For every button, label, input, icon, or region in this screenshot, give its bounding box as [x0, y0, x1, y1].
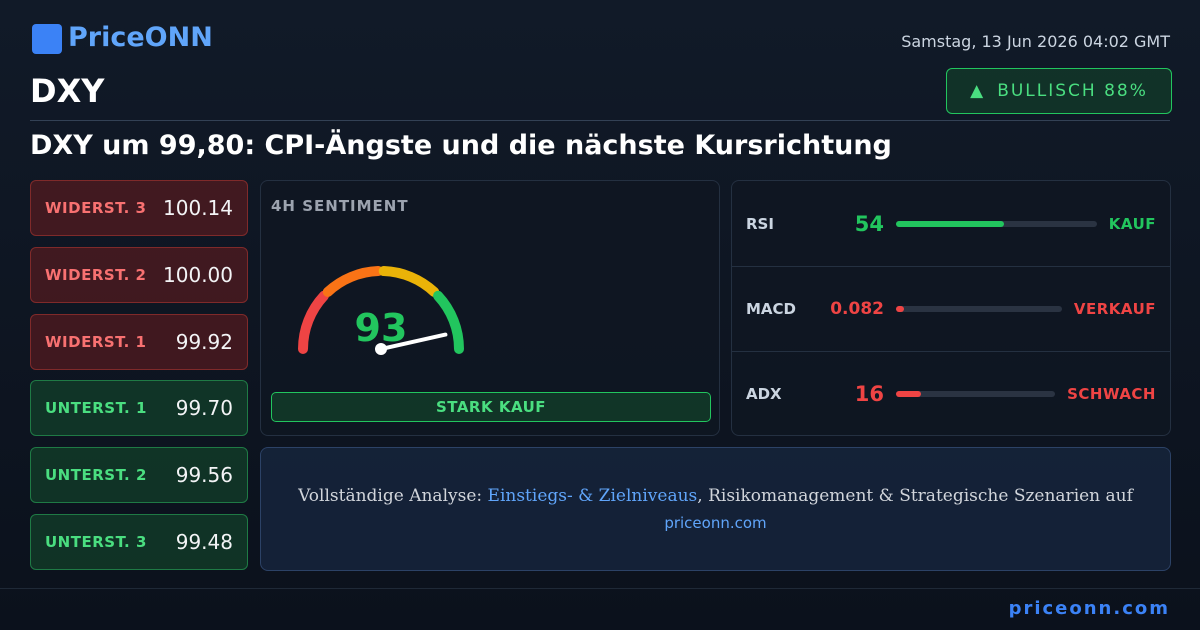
gauge-arc [322, 266, 384, 297]
arrow-icon: ▲ [970, 81, 986, 101]
footer-site[interactable]: priceonn.com [1008, 598, 1170, 619]
cta-suffix: , Risikomanagement & Strategische Szenar… [697, 486, 1133, 506]
cta-prefix: Vollständige Analyse: [298, 486, 488, 506]
logo: PriceONN [68, 22, 213, 53]
indicator-row: RSI 54 KAUF [732, 181, 1170, 266]
cta: Vollständige Analyse: Einstiegs- & Zieln… [260, 447, 1171, 571]
level-value: 99.56 [175, 463, 233, 488]
level-value: 99.92 [175, 329, 233, 354]
gauge-panel: 4H SENTIMENT 93 STARK KAUF [260, 180, 720, 436]
indicator-track [896, 306, 1062, 312]
gauge-needle [379, 332, 448, 351]
level-label: UNTERST. 3 [45, 533, 147, 551]
cta-text: Vollständige Analyse: Einstiegs- & Zieln… [261, 486, 1170, 506]
level-label: WIDERST. 3 [45, 199, 147, 217]
indicator-bar [896, 306, 904, 312]
level-label: UNTERST. 1 [45, 399, 147, 418]
badge-text: BULLISCH 88% [997, 81, 1148, 101]
gauge-value: 93 [355, 306, 408, 350]
indicator-bar [896, 391, 922, 397]
gauge-title: 4H SENTIMENT [271, 197, 409, 215]
indicator-name: ADX [746, 385, 782, 403]
cta-site[interactable]: priceonn.com [664, 514, 767, 532]
level-label: WIDERST. 1 [45, 332, 147, 351]
symbol: DXY [30, 72, 105, 110]
indicator-value: 54 [854, 211, 884, 236]
level-box: UNTERST. 3 99.48 [30, 514, 248, 570]
indicator-value: 0.082 [830, 299, 884, 319]
date: Samstag, 13 Jun 2026 04:02 GMT [901, 32, 1170, 51]
title: DXY um 99,80: CPI-Ängste und die nächste… [30, 130, 892, 161]
level-label: UNTERST. 2 [45, 466, 147, 485]
indicator-name: MACD [746, 300, 796, 318]
indicator-track [896, 391, 1056, 397]
level-box: WIDERST. 1 99.92 [30, 313, 248, 370]
level-value: 100.14 [163, 196, 233, 220]
badge: ▲ BULLISCH 88% [946, 68, 1172, 114]
logo-icon [32, 24, 62, 54]
gauge-arc [298, 290, 329, 354]
cta-link[interactable]: Einstiegs- & Zielniveaus [487, 486, 698, 506]
needle-hub [375, 343, 387, 355]
indicator-row: ADX 16 SCHWACH [732, 351, 1170, 436]
indicator-row: MACD 0.082 VERKAUF [732, 266, 1170, 351]
level-box: UNTERST. 1 99.70 [30, 380, 248, 437]
level-value: 100.00 [163, 262, 233, 287]
gauge-arc [378, 266, 440, 297]
level-box: WIDERST. 3 100.14 [30, 180, 248, 236]
indicators: RSI 54 KAUF MACD 0.082 VERKAUF ADX 16 SCHWACH [731, 180, 1171, 436]
indicator-value: 16 [854, 382, 884, 406]
divider [0, 588, 1200, 589]
gauge-arc [433, 290, 464, 354]
gauge: 93 [298, 266, 464, 355]
indicator-signal: VERKAUF [1073, 300, 1156, 318]
level-value: 99.70 [175, 396, 233, 421]
indicator-name: RSI [746, 214, 774, 233]
indicator-bar [896, 220, 1005, 227]
indicator-signal: KAUF [1108, 214, 1156, 233]
level-box: WIDERST. 2 100.00 [30, 246, 248, 303]
divider [30, 120, 1170, 121]
level-label: WIDERST. 2 [45, 265, 147, 284]
level-value: 99.48 [175, 530, 233, 554]
indicator-track [896, 220, 1097, 227]
verdict: STARK KAUF [271, 392, 711, 422]
level-box: UNTERST. 2 99.56 [30, 447, 248, 504]
indicator-signal: SCHWACH [1067, 385, 1156, 403]
